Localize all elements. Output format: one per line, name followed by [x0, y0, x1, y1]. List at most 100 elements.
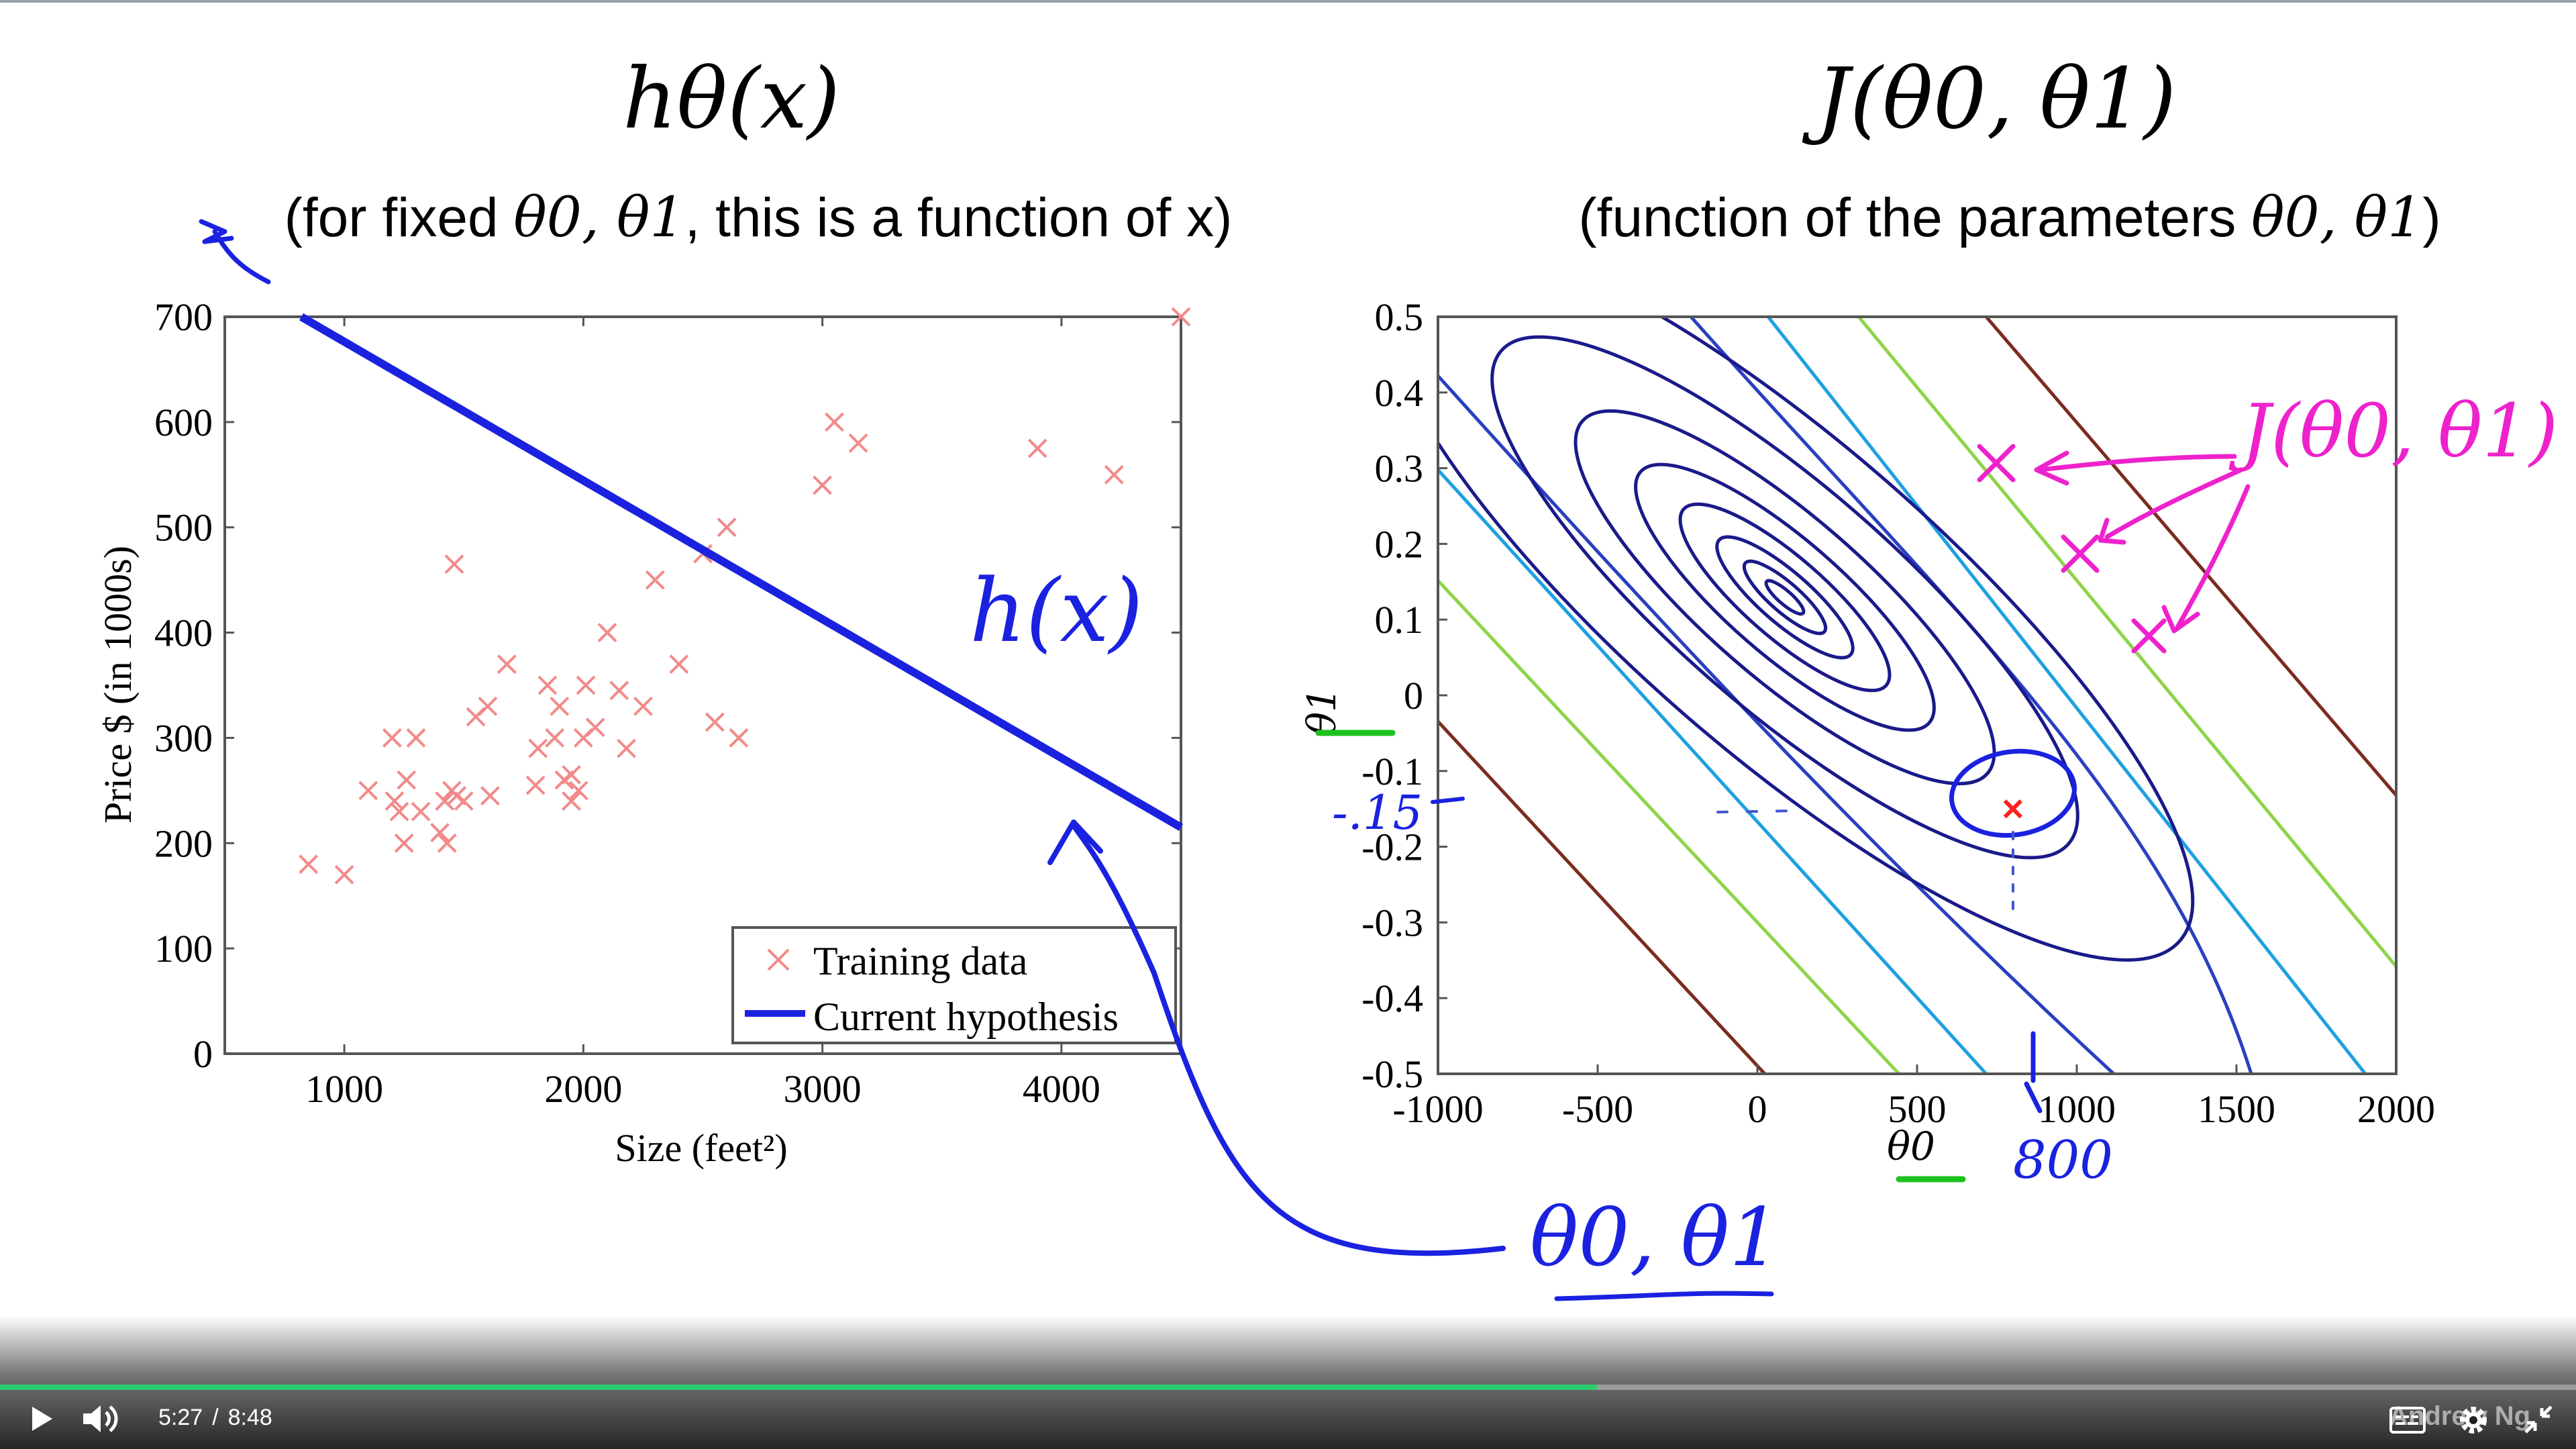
hypothesis-line — [299, 313, 1184, 831]
guide-horizontal — [1716, 809, 1800, 813]
contour-blue-right — [1690, 317, 2253, 1074]
left-subtitle: (for fixed θ0, θ1, this is a function of… — [285, 186, 1233, 250]
play-button[interactable] — [25, 1403, 58, 1438]
training-data-point — [384, 791, 405, 811]
left-x-ticks: 1000 2000 3000 4000 — [305, 317, 1100, 1111]
training-data-point — [848, 433, 868, 453]
left-y-ticks: 0 100 200 300 400 500 600 700 — [154, 295, 1181, 1076]
right-ylabel: θ1 — [1299, 687, 1345, 736]
magenta-arrows — [2034, 450, 2251, 634]
exit-fullscreen-button[interactable] — [2522, 1403, 2555, 1440]
training-data-points — [299, 307, 1191, 885]
left-xtick-label: 1000 — [305, 1067, 383, 1111]
training-data-point — [528, 738, 548, 758]
right-xtick-label: -1000 — [1392, 1087, 1483, 1131]
theta-to-line-arrow — [1071, 823, 1506, 1256]
left-ytick-label: 400 — [154, 611, 213, 655]
scribble-mark — [199, 219, 271, 285]
contour-green-left — [1438, 579, 1900, 1074]
training-data-point — [562, 791, 581, 811]
training-data-point — [562, 764, 581, 785]
training-data-point — [480, 786, 500, 806]
settings-button[interactable] — [2456, 1403, 2491, 1441]
training-data-point — [617, 738, 636, 758]
right-y-ticks: -0.5 -0.4 -0.3 -0.2 -0.1 0 0.1 0.2 0.3 0.4 0.5 — [1361, 295, 1447, 1096]
training-data-point — [389, 801, 409, 821]
volume-button[interactable] — [81, 1401, 121, 1440]
contour-ellipses — [1438, 317, 2195, 962]
left-plot-frame — [223, 315, 1182, 1055]
right-xtick-label: 0 — [1748, 1087, 1767, 1131]
training-data-point — [397, 770, 417, 790]
training-data-point — [576, 675, 596, 695]
circled-point — [1949, 748, 2077, 838]
training-data-point — [537, 675, 558, 695]
training-data-point — [444, 554, 464, 574]
training-data-point — [406, 728, 426, 748]
gear-icon — [2460, 1407, 2487, 1434]
contour-cyan-right — [1767, 317, 2367, 1074]
right-xlabel: θ0 — [1887, 1123, 1935, 1169]
theta-pair-annotation: θ0, θ1 — [1530, 1191, 1780, 1285]
duration: 8:48 — [227, 1405, 272, 1430]
tick-800 — [2024, 1031, 2043, 1113]
exit-fullscreen-icon — [2524, 1405, 2553, 1434]
training-data-point — [454, 791, 474, 811]
right-ytick-label: -0.5 — [1361, 1052, 1423, 1096]
left-xtick-label: 2000 — [544, 1067, 622, 1111]
play-icon — [32, 1407, 52, 1431]
neg15-dash — [1431, 797, 1465, 804]
left-xtick-label: 3000 — [784, 1067, 862, 1111]
time-display: 5:27 / 8:48 — [158, 1405, 272, 1431]
contour-outer-brown-right — [1985, 317, 2396, 797]
video-controls: 5:27 / 8:48 Andrew Ng — [0, 1315, 2576, 1449]
top-border — [0, 0, 2576, 3]
training-data-point — [717, 517, 737, 538]
val-neg15-annotation: -.15 — [1332, 785, 1423, 840]
right-ytick-label: -0.3 — [1361, 901, 1423, 944]
training-data-point — [1171, 307, 1191, 327]
contour-cyan-left — [1438, 468, 1988, 1074]
right-ytick-label: 0.4 — [1375, 371, 1424, 415]
training-data-point — [497, 654, 517, 674]
legend-hypothesis-label: Current hypothesis — [813, 995, 1119, 1039]
training-data-point — [813, 475, 833, 495]
cost-contour-plot: -0.5 -0.4 -0.3 -0.2 -0.1 0 0.1 0.2 0.3 0.4 0.5 -10… — [1299, 295, 2435, 1169]
current-params-marker — [2003, 799, 2022, 819]
training-data-point — [358, 781, 378, 801]
training-data-point — [669, 654, 689, 674]
val-800-annotation: 800 — [2013, 1130, 2113, 1191]
training-data-point — [430, 823, 450, 843]
left-xtick-label: 4000 — [1023, 1067, 1100, 1111]
training-data-point — [1027, 438, 1047, 458]
legend: Training data Current hypothesis — [731, 926, 1177, 1044]
contour-lines — [1438, 317, 2396, 1074]
progress-bar[interactable] — [0, 1385, 2576, 1390]
progress-bar-fill — [0, 1385, 1598, 1390]
right-ytick-label: 0.3 — [1375, 447, 1424, 491]
legend-marker-training — [767, 948, 790, 971]
left-title: hθ(x) — [623, 50, 840, 148]
training-data-point — [705, 712, 725, 732]
left-ytick-label: 300 — [154, 716, 213, 760]
hx-annotation: h(x) — [970, 560, 1143, 662]
captions-button[interactable] — [2389, 1406, 2426, 1438]
right-xtick-label: 2000 — [2357, 1087, 2435, 1131]
training-data-point — [382, 728, 402, 748]
training-data-point — [585, 717, 605, 738]
training-data-point — [299, 854, 319, 875]
training-data-point — [545, 728, 565, 748]
right-ytick-label: 0.1 — [1375, 598, 1424, 642]
training-data-point — [525, 775, 546, 795]
right-xtick-label: -500 — [1562, 1087, 1633, 1131]
left-ylabel: Price $ (in 1000s) — [96, 546, 140, 823]
right-xtick-label: 1000 — [2038, 1087, 2116, 1131]
marker-stroke — [2003, 799, 2022, 819]
magenta-x-marks — [1977, 444, 2167, 654]
left-ytick-label: 0 — [193, 1032, 213, 1076]
left-ytick-label: 600 — [154, 401, 213, 444]
training-data-point — [645, 570, 665, 590]
left-ytick-label: 200 — [154, 821, 213, 865]
